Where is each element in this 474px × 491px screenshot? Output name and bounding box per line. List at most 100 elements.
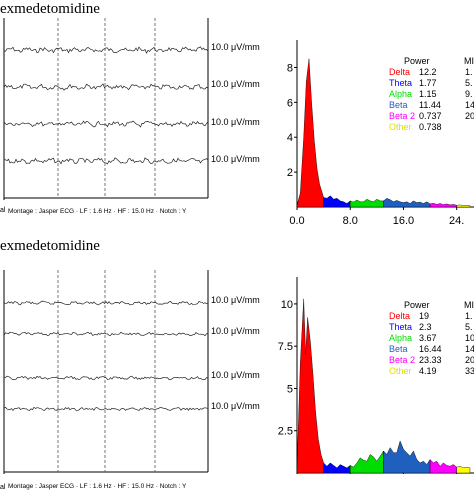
corner-mark: al <box>0 207 6 214</box>
band-area <box>456 465 471 474</box>
gain-label: 10.0 μV/mm <box>211 326 260 336</box>
legend-mf-header: MI <box>464 300 474 310</box>
y-tick-label: 4 <box>287 132 293 144</box>
legend-power-header: Power <box>404 56 430 66</box>
x-tick-label: 0.0 <box>289 215 304 227</box>
legend-band-mf: 20 <box>465 355 474 365</box>
legend-band-power: 4.19 <box>419 366 437 376</box>
legend-header: Power MI <box>389 56 474 67</box>
x-tick-label: 8.0 <box>343 215 358 227</box>
legend-row: Alpha 3.67 10 <box>389 333 474 344</box>
band-area <box>323 195 351 208</box>
eeg-trace <box>3 331 209 337</box>
legend-band-mf: 20 <box>465 111 474 121</box>
band-area <box>296 298 324 474</box>
legend-band-mf: 5. <box>465 78 473 88</box>
legend-header: Power MI <box>389 300 474 311</box>
legend-row: Alpha 1.15 9. <box>389 89 474 100</box>
montage-info: Montage : Jasper ECG · LF : 1.6 Hz · HF … <box>8 208 187 215</box>
legend-band-mf: 14 <box>465 344 474 354</box>
gain-label: 10.0 μV/mm <box>211 370 260 380</box>
x-tick-label: 24. <box>449 215 464 227</box>
band-area <box>350 450 384 474</box>
band-area <box>456 204 471 208</box>
legend-band-power: 19 <box>419 311 430 321</box>
panel-title: exmedetomidine <box>0 1 100 17</box>
band-area <box>383 198 431 208</box>
legend-band-name: Beta 2 <box>389 355 416 365</box>
y-tick-label: 7.5 <box>278 341 293 353</box>
eeg-trace <box>3 406 209 411</box>
legend-band-power: 16.44 <box>419 344 442 354</box>
legend-row: Other 4.19 33 <box>389 366 474 377</box>
eeg-trace <box>3 375 209 381</box>
y-tick-label: 2 <box>287 167 293 179</box>
legend-band-mf: 14 <box>465 100 474 110</box>
legend-row: Beta 11.44 14 <box>389 100 474 111</box>
gain-label: 10.0 μV/mm <box>211 401 260 411</box>
y-tick-label: 10 <box>281 299 293 311</box>
legend-band-power: 0.738 <box>419 122 442 132</box>
band-area <box>350 198 384 208</box>
legend-band-power: 2.3 <box>419 322 432 332</box>
band-area <box>296 58 324 208</box>
legend: Power MI Delta 19 1. Theta 2.3 5. Alpha 3.67 10 B… <box>389 300 474 377</box>
spectrum-chart: 2.557.5100.08.016.024. <box>278 277 474 474</box>
legend-band-mf: 1. <box>465 311 473 321</box>
eeg-trace <box>3 46 209 54</box>
corner-mark: al <box>0 484 6 491</box>
legend-band-name: Other <box>389 122 412 132</box>
legend-band-power: 11.44 <box>419 100 441 110</box>
legend: Power MI Delta 12.2 1. Theta 1.77 5. Alpha 1.15… <box>389 56 474 133</box>
band-area <box>323 462 351 474</box>
legend-row: Other 0.738 <box>389 122 474 133</box>
eeg-trace <box>3 83 209 91</box>
montage-info: Montage : Jasper ECG · LF : 1.6 Hz · HF … <box>8 483 187 490</box>
band-area <box>429 202 457 208</box>
legend-band-mf: 1. <box>465 67 473 77</box>
legend-band-name: Other <box>389 366 412 376</box>
panel-title: exmedetomidine <box>0 238 100 254</box>
legend-row: Theta 2.3 5. <box>389 322 474 333</box>
legend-band-name: Delta <box>389 311 411 321</box>
legend-band-name: Alpha <box>389 89 413 99</box>
legend-power-header: Power <box>404 300 430 310</box>
legend-band-mf: 5. <box>465 322 473 332</box>
gain-label: 10.0 μV/mm <box>211 117 260 127</box>
eeg-traces <box>3 270 209 474</box>
gain-label: 10.0 μV/mm <box>211 295 260 305</box>
x-tick-label: 16.0 <box>393 215 414 227</box>
legend-band-name: Delta <box>389 67 411 77</box>
legend-band-mf: 33 <box>465 366 474 376</box>
legend-row: Delta 12.2 1. <box>389 67 474 78</box>
eeg-trace <box>3 300 209 306</box>
band-area <box>429 459 457 474</box>
band-area <box>383 440 431 474</box>
legend-band-name: Beta <box>389 100 408 110</box>
panel-top: exmedetomidine 10.0 μV/mm 10.0 μV/mm 10.… <box>0 0 474 237</box>
legend-band-mf: 9. <box>465 89 473 99</box>
legend-row: Delta 19 1. <box>389 311 474 322</box>
legend-row: Beta 16.44 14 <box>389 344 474 355</box>
legend-row: Theta 1.77 5. <box>389 78 474 89</box>
legend-band-name: Theta <box>389 322 413 332</box>
legend-band-power: 1.15 <box>419 89 437 99</box>
legend-band-mf: 10 <box>465 333 474 343</box>
y-tick-label: 5 <box>287 383 293 395</box>
y-tick-label: 8 <box>287 62 293 74</box>
legend-band-power: 0.737 <box>419 111 442 121</box>
legend-band-power: 23.33 <box>419 355 442 365</box>
legend-band-name: Alpha <box>389 333 413 343</box>
eeg-traces <box>3 18 209 200</box>
gain-label: 10.0 μV/mm <box>211 154 260 164</box>
legend-band-name: Beta 2 <box>389 111 416 121</box>
eeg-trace <box>3 157 209 165</box>
eeg-trace <box>3 120 209 128</box>
legend-band-power: 3.67 <box>419 333 437 343</box>
panel-bottom: exmedetomidine 10.0 μV/mm 10.0 μV/mm 10.… <box>0 237 474 491</box>
legend-row: Beta 2 0.737 20 <box>389 111 474 122</box>
gain-label: 10.0 μV/mm <box>211 42 260 52</box>
legend-band-power: 1.77 <box>419 78 437 88</box>
legend-mf-header: MI <box>464 56 474 66</box>
legend-row: Beta 2 23.33 20 <box>389 355 474 366</box>
